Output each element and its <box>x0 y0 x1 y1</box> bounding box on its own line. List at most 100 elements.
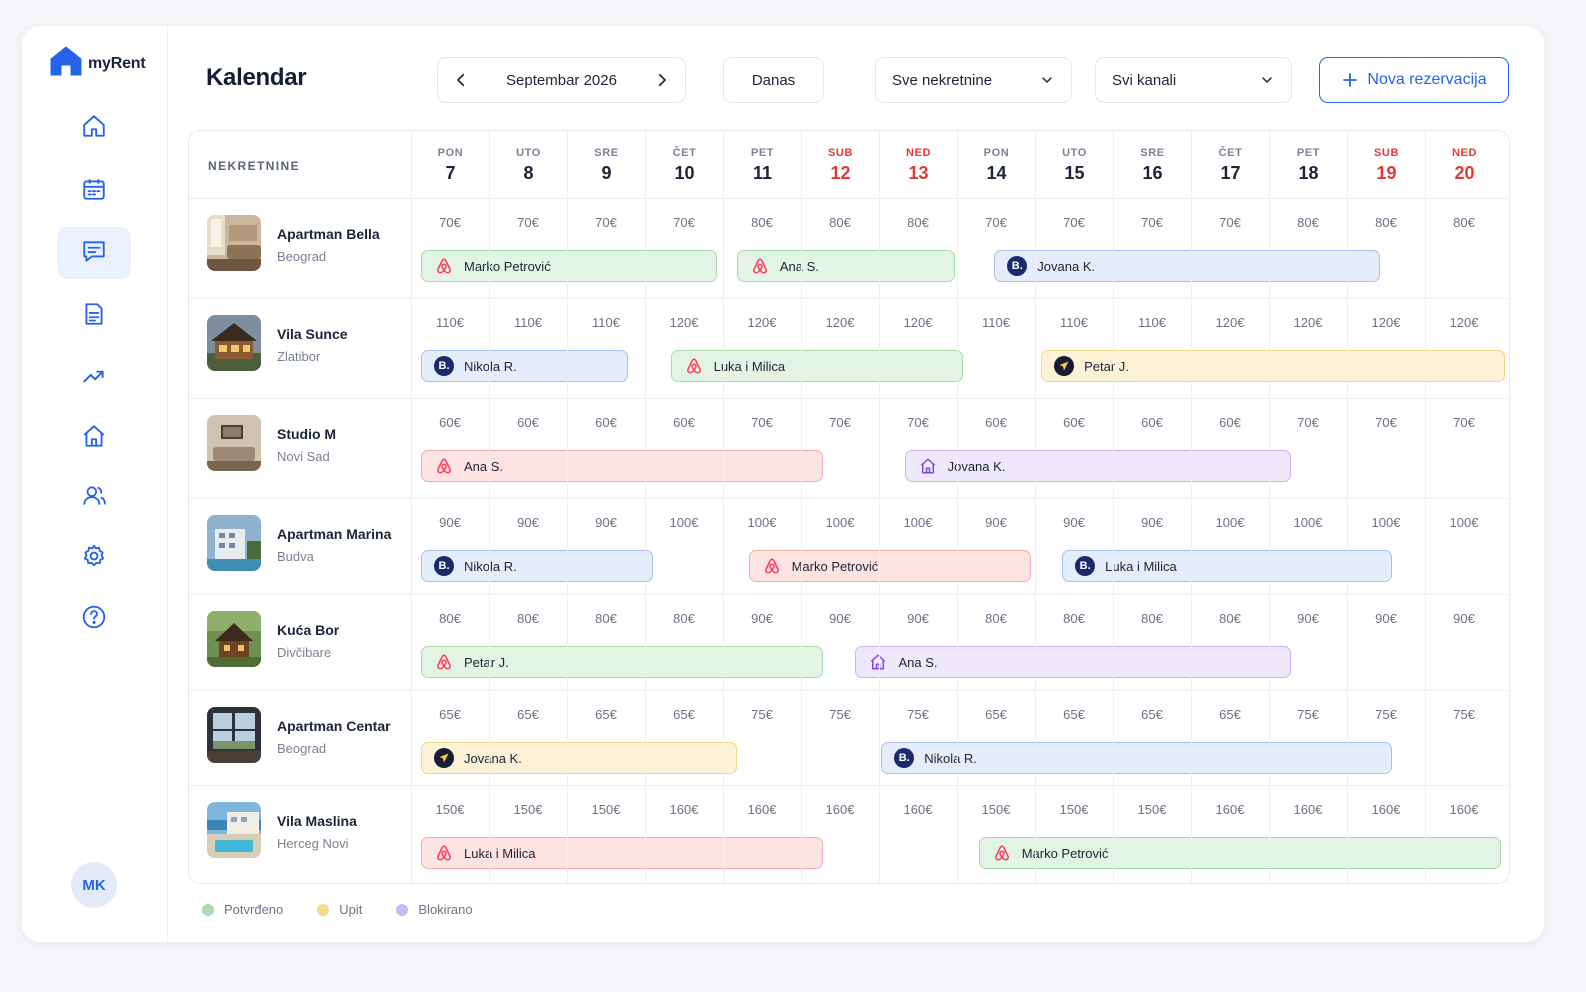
day-number: 7 <box>445 163 456 183</box>
property-name[interactable]: Apartman Marina <box>277 526 392 542</box>
column-divider <box>1425 199 1426 883</box>
guest-name: Nikola R. <box>464 558 517 574</box>
booking-bar[interactable]: B. Luka i Milica <box>1062 550 1393 582</box>
status-legend: Potvrđeno Upit Blokirano <box>202 902 473 917</box>
property-city: Beograd <box>277 249 327 264</box>
sidebar-item-documents[interactable] <box>57 290 131 342</box>
sidebar-item-properties[interactable] <box>57 412 131 464</box>
booking-bar[interactable]: Ana S. <box>421 450 823 482</box>
today-button[interactable]: Danas <box>723 57 824 103</box>
property-name[interactable]: Vila Sunce <box>277 326 348 342</box>
booking-bar[interactable]: Marko Petrović <box>748 550 1031 582</box>
guest-name: Jovana K. <box>1037 258 1096 274</box>
nightly-price: 60€ <box>1063 415 1085 430</box>
nightly-price: 65€ <box>1141 707 1163 722</box>
day-header: SUB 12 <box>801 131 879 199</box>
column-divider <box>723 199 724 883</box>
avatar[interactable]: MK <box>71 862 117 908</box>
nightly-price: 160€ <box>1293 802 1323 817</box>
nightly-price: 75€ <box>1453 707 1475 722</box>
nightly-price: 75€ <box>829 707 851 722</box>
column-divider <box>1113 199 1114 883</box>
booking-bar[interactable]: Petar J. <box>421 646 823 678</box>
nightly-price: 100€ <box>1449 515 1479 530</box>
guest-name: Marko Petrović <box>1021 845 1109 861</box>
nightly-price: 75€ <box>907 707 929 722</box>
booking-bar[interactable]: B. Jovana K. <box>994 250 1381 282</box>
day-number: 11 <box>752 163 773 183</box>
property-row: Kuća Bor Divčibare 80€ 80€ 80€ 80€ 90€ 90€ 90€ 80… <box>189 595 1509 691</box>
logo-house-icon <box>50 46 82 81</box>
nightly-price: 90€ <box>1141 515 1163 530</box>
booking-bar[interactable]: Luka i Milica <box>670 350 964 382</box>
day-header: UTO 15 <box>1035 131 1113 199</box>
day-header: SUB 19 <box>1347 131 1425 199</box>
chevron-right-icon[interactable] <box>653 71 671 89</box>
day-of-week: UTO <box>516 147 541 159</box>
day-header: UTO 8 <box>489 131 567 199</box>
airbnb-icon <box>434 456 454 476</box>
property-row: Apartman Centar Beograd 65€ 65€ 65€ 65€ 75€ 75€… <box>189 691 1509 786</box>
expedia-icon <box>1054 356 1075 376</box>
sidebar-item-messages[interactable] <box>57 227 131 279</box>
nightly-price: 65€ <box>1219 707 1241 722</box>
nightly-price: 80€ <box>595 611 617 626</box>
nightly-price: 120€ <box>1449 315 1479 330</box>
day-of-week: PON <box>983 147 1010 159</box>
channels-filter-select[interactable]: Svi kanali <box>1095 57 1292 103</box>
nightly-price: 80€ <box>1141 611 1163 626</box>
booking-bar[interactable]: Marko Petrović <box>978 837 1502 869</box>
property-row: Vila Sunce Zlatibor 110€ 110€ 110€ 120€ 120€ 12… <box>189 299 1509 399</box>
booking-bar[interactable]: Marko Petrović <box>421 250 718 282</box>
sidebar-item-help[interactable] <box>57 593 131 645</box>
direct-icon <box>918 456 938 476</box>
chevron-down-icon <box>1259 72 1275 88</box>
nightly-price: 160€ <box>1215 802 1245 817</box>
booking-bar[interactable]: B. Nikola R. <box>421 350 628 382</box>
nightly-price: 75€ <box>751 707 773 722</box>
sidebar-item-settings[interactable] <box>57 532 131 584</box>
guest-name: Petar J. <box>464 654 509 670</box>
nightly-price: 70€ <box>1219 215 1241 230</box>
properties-filter-select[interactable]: Sve nekretnine <box>875 57 1072 103</box>
booking-bar[interactable]: Ana S. <box>855 646 1291 678</box>
property-name[interactable]: Vila Maslina <box>277 813 357 829</box>
nightly-price: 70€ <box>1063 215 1085 230</box>
airbnb-icon <box>434 652 454 672</box>
sidebar-item-home[interactable] <box>57 102 131 154</box>
booking-bar[interactable]: Luka i Milica <box>421 837 823 869</box>
property-name[interactable]: Kuća Bor <box>277 622 340 638</box>
nightly-price: 60€ <box>595 415 617 430</box>
logo[interactable]: myRent <box>50 46 146 81</box>
guest-name: Nikola R. <box>924 750 977 766</box>
sidebar-item-guests[interactable] <box>57 472 131 524</box>
nightly-price: 120€ <box>1293 315 1323 330</box>
nightly-price: 75€ <box>1375 707 1397 722</box>
sidebar-item-calendar[interactable] <box>57 165 131 217</box>
nightly-price: 150€ <box>981 802 1011 817</box>
property-name[interactable]: Studio M <box>277 426 337 442</box>
property-name[interactable]: Apartman Bella <box>277 226 380 242</box>
sidebar-item-analytics[interactable] <box>57 352 131 404</box>
new-reservation-button[interactable]: Nova rezervacija <box>1319 57 1509 103</box>
airbnb-icon <box>992 843 1012 863</box>
nightly-price: 75€ <box>1297 707 1319 722</box>
chevron-left-icon[interactable] <box>452 71 470 89</box>
nightly-price: 120€ <box>825 315 855 330</box>
property-name[interactable]: Apartman Centar <box>277 718 391 734</box>
column-divider <box>1191 199 1192 883</box>
nightly-price: 120€ <box>1371 315 1401 330</box>
booking-bar[interactable]: Jovana K. <box>904 450 1291 482</box>
property-row: Studio M Novi Sad 60€ 60€ 60€ 60€ 70€ 70€ 70€ 60€… <box>189 399 1509 499</box>
nightly-price: 90€ <box>829 611 851 626</box>
day-number: 10 <box>674 163 695 183</box>
booking-bar[interactable]: Jovana K. <box>421 742 737 774</box>
day-of-week: NED <box>1451 147 1478 159</box>
booking-bar[interactable]: B. Nikola R. <box>881 742 1393 774</box>
booking-bar[interactable]: Ana S. <box>736 250 956 282</box>
nightly-price: 80€ <box>985 611 1007 626</box>
booking-bar[interactable]: Petar J. <box>1041 350 1506 382</box>
booking-bar[interactable]: B. Nikola R. <box>421 550 654 582</box>
nightly-price: 60€ <box>1141 415 1163 430</box>
nightly-price: 65€ <box>1063 707 1085 722</box>
